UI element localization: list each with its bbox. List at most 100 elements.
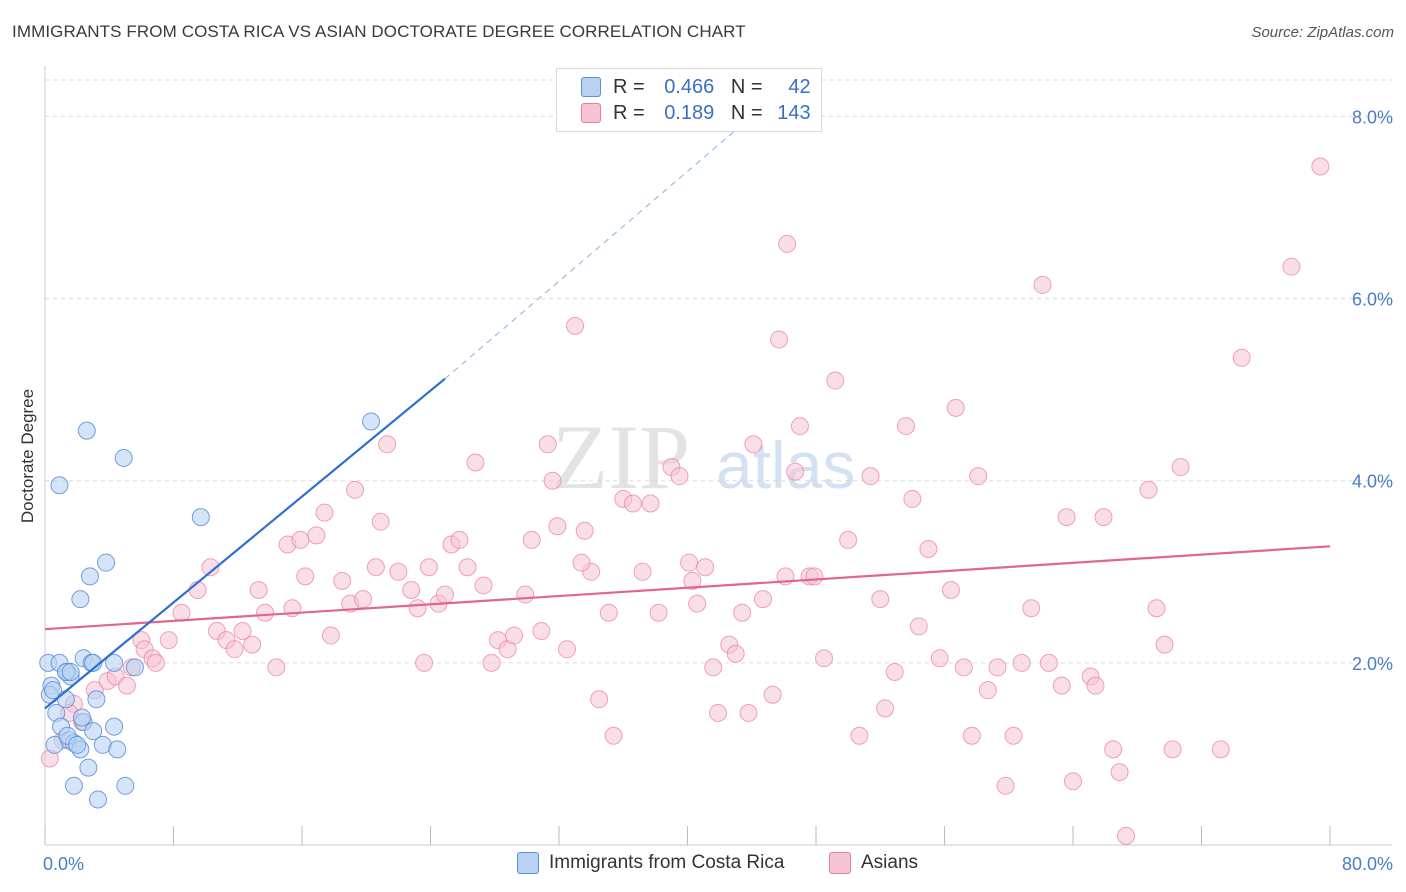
- asians-point: [415, 653, 434, 672]
- asians-point: [988, 658, 1007, 677]
- asians-point: [458, 558, 477, 577]
- asians-point: [683, 571, 702, 590]
- asians-point: [267, 658, 286, 677]
- asians-point: [378, 435, 397, 454]
- asians-point: [516, 585, 535, 604]
- costa-rica-point: [114, 448, 133, 467]
- asians-point: [876, 699, 895, 718]
- y-tick-label: 4.0%: [1352, 472, 1393, 492]
- y-tick-label: 8.0%: [1352, 107, 1393, 127]
- legend-swatch-blue: [581, 77, 601, 97]
- asians-point: [670, 467, 689, 486]
- asians-point: [733, 603, 752, 622]
- asians-point: [201, 558, 220, 577]
- asians-point: [548, 517, 567, 536]
- asians-point: [649, 603, 668, 622]
- asians-point: [1147, 599, 1166, 618]
- asians-point: [599, 603, 618, 622]
- bottom-legend-label: Asians: [861, 852, 919, 873]
- asians-points: [40, 157, 1330, 845]
- asians-point: [1211, 740, 1230, 759]
- bottom-legend-swatch-pink: [829, 852, 851, 874]
- asians-point: [1171, 458, 1190, 477]
- asians-point: [1163, 740, 1182, 759]
- asians-point: [159, 631, 178, 650]
- asians-point: [1012, 653, 1031, 672]
- asians-point: [532, 621, 551, 640]
- asians-point: [786, 462, 805, 481]
- legend-n-label: N =: [730, 101, 763, 124]
- costa-rica-point: [79, 758, 98, 777]
- costa-rica-point: [362, 412, 381, 431]
- asians-point: [1110, 763, 1129, 782]
- legend-row-asians: R = 0.189 N = 143: [581, 101, 811, 125]
- asians-point: [861, 467, 880, 486]
- tick-labels: 2.0% 4.0% 6.0% 8.0% 0.0% 80.0%: [43, 107, 1393, 874]
- costa-rica-point: [64, 776, 83, 795]
- watermark-atlas: atlas: [716, 428, 855, 502]
- costa-rica-point: [71, 590, 90, 609]
- y-tick-label: 2.0%: [1352, 654, 1393, 674]
- asians-point: [1086, 676, 1105, 695]
- asians-point: [450, 530, 469, 549]
- asians-point: [641, 494, 660, 513]
- trend-lines: [44, 115, 1331, 710]
- asians-point: [623, 494, 642, 513]
- asians-point: [1232, 348, 1251, 367]
- asians-point: [805, 567, 824, 586]
- costa-rica-points: [39, 412, 381, 809]
- gridlines: [45, 79, 1392, 664]
- asians-point: [402, 581, 421, 599]
- asians-point: [522, 530, 541, 549]
- asians-point: [1022, 599, 1041, 618]
- x-tick-label: 0.0%: [43, 854, 84, 874]
- legend-n-value: 143: [777, 101, 811, 124]
- asians-point: [770, 330, 789, 349]
- asians-point: [354, 590, 373, 609]
- legend-swatch-pink: [581, 103, 601, 123]
- costa-rica-point: [77, 421, 96, 440]
- asians-point: [704, 658, 723, 677]
- asians-point: [371, 512, 390, 531]
- asians-point: [321, 626, 340, 645]
- asians-point: [505, 626, 524, 645]
- costa-rica-point: [61, 662, 80, 681]
- legend-r-label: R =: [613, 75, 645, 98]
- asians-point: [739, 703, 758, 722]
- x-tick-label: 80.0%: [1342, 854, 1393, 874]
- asians-point: [1057, 508, 1076, 527]
- asians-point: [896, 417, 915, 436]
- costa-rica-point: [191, 508, 210, 527]
- asians-point: [543, 471, 562, 490]
- asians-point: [839, 530, 858, 549]
- asians-point: [466, 453, 485, 472]
- asians-point: [249, 581, 268, 599]
- asians-point: [1139, 480, 1158, 499]
- legend-r-value: 0.189: [664, 101, 715, 124]
- asians-point: [366, 558, 385, 577]
- costa-rica-point: [80, 567, 99, 586]
- bottom-legend-costa-rica: Immigrants from Costa Rica: [517, 852, 784, 874]
- asians-point: [435, 585, 454, 604]
- costa-rica-point: [89, 790, 108, 809]
- asians-point: [117, 676, 136, 695]
- asians-point: [296, 567, 315, 586]
- legend-n-label: N =: [730, 75, 763, 98]
- asians-point: [590, 690, 609, 709]
- asians-point: [778, 234, 797, 253]
- costa-rica-point: [44, 681, 63, 700]
- asians-point: [978, 681, 997, 700]
- y-axis-label: Doctorate Degree: [18, 389, 37, 523]
- asians-point: [909, 617, 928, 636]
- asians-point: [146, 653, 165, 672]
- asians-point: [709, 703, 728, 722]
- asians-point: [291, 530, 310, 549]
- asians-point: [419, 558, 438, 577]
- bottom-legend-swatch-blue: [517, 852, 539, 874]
- asians-point: [946, 398, 965, 417]
- asians-point: [482, 653, 501, 672]
- asians-point: [871, 590, 890, 609]
- chart-title: IMMIGRANTS FROM COSTA RICA VS ASIAN DOCT…: [12, 22, 746, 41]
- asians-point: [1104, 740, 1123, 759]
